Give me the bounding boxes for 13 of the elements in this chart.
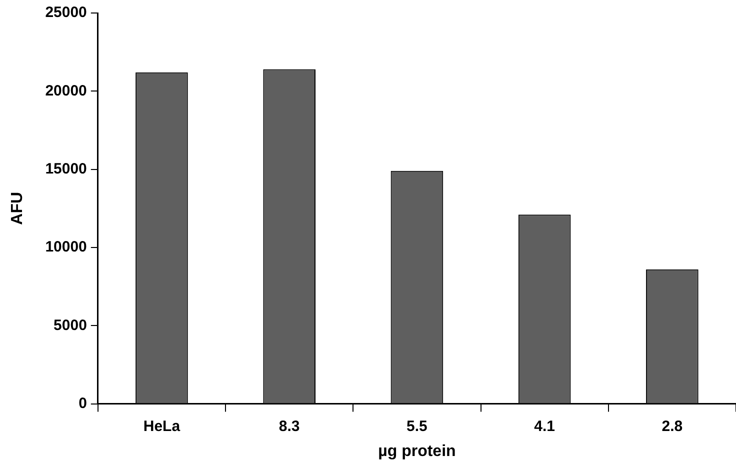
x-tick-label: HeLa [143,418,181,435]
y-axis-title: AFU [9,192,26,225]
y-tick-label: 10000 [45,238,87,256]
y-tick-label: 15000 [45,160,87,178]
y-tick-label: 0 [78,394,87,412]
x-tick-label: 8.3 [278,418,300,435]
y-tick-label: 25000 [45,4,87,22]
y-tick-label: 20000 [45,82,87,100]
x-tick-label: 5.5 [406,418,428,435]
x-tick-label: 4.1 [534,418,556,435]
x-tick-label: 2.8 [662,418,683,435]
y-tick-label: 5000 [54,316,87,334]
x-axis-title: µg protein [378,442,456,460]
